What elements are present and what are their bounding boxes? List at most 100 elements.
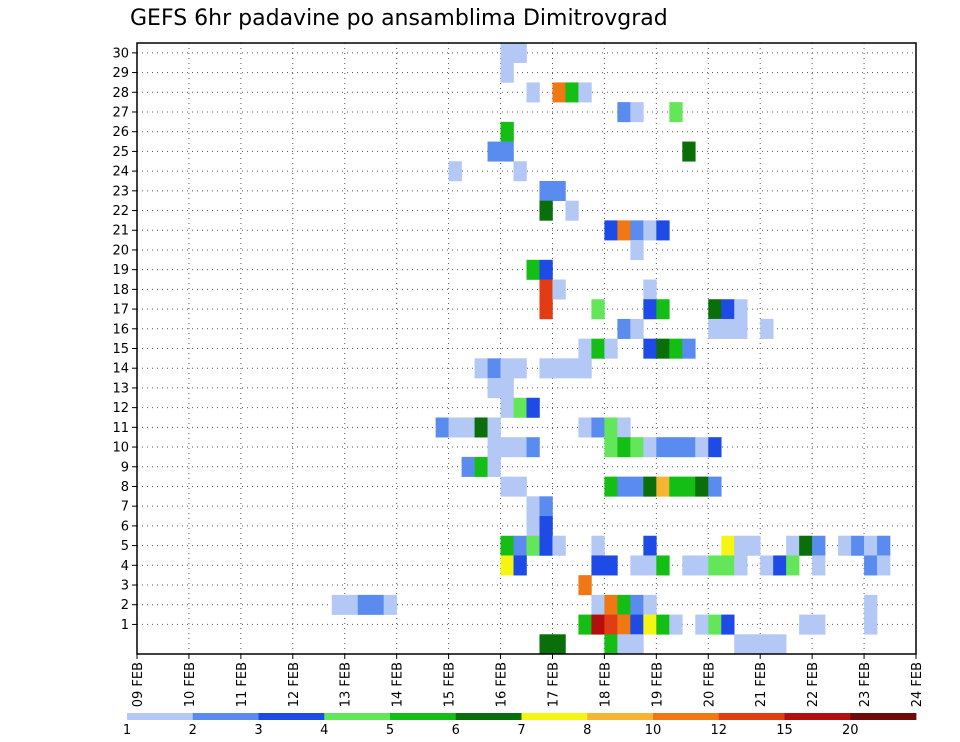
heatmap-cell: [617, 417, 631, 438]
legend-label: 20: [842, 723, 859, 738]
legend-label: 7: [517, 723, 525, 738]
heatmap-cell: [773, 634, 787, 655]
y-tick-label: 30: [112, 46, 129, 61]
heatmap-cell: [812, 614, 826, 635]
y-tick-label: 26: [112, 125, 129, 140]
heatmap-cell: [578, 575, 592, 596]
heatmap-cell: [474, 417, 488, 438]
heatmap-cell: [864, 594, 878, 615]
heatmap-cell: [591, 535, 605, 556]
heatmap-cell: [500, 535, 514, 556]
heatmap-cell: [578, 358, 592, 379]
heatmap-cell: [669, 476, 683, 497]
heatmap-cell: [435, 417, 449, 438]
heatmap-cell: [487, 141, 501, 162]
heatmap-cell: [708, 299, 722, 320]
x-tick-label: 09 FEB: [131, 662, 146, 707]
heatmap-cell: [500, 121, 514, 142]
heatmap-cell: [669, 338, 683, 359]
heatmap-cell: [643, 279, 657, 300]
heatmap-cell: [604, 220, 618, 241]
legend-label: 1: [123, 723, 131, 738]
heatmap-cell: [487, 378, 501, 399]
y-tick-label: 4: [121, 559, 129, 574]
heatmap-cell: [526, 437, 540, 458]
heatmap-cell: [604, 437, 618, 458]
heatmap-cell: [344, 594, 359, 615]
x-tick-label: 14 FEB: [391, 662, 406, 707]
heatmap-cell: [331, 594, 346, 615]
heatmap-cell: [630, 437, 644, 458]
heatmap-cell: [591, 338, 605, 359]
heatmap-cell: [604, 555, 618, 576]
heatmap-cell: [383, 594, 397, 615]
heatmap-cell: [500, 358, 514, 379]
x-tick-label: 15 FEB: [443, 662, 458, 707]
heatmap-cell: [617, 220, 631, 241]
heatmap-cell: [682, 555, 696, 576]
heatmap-cell: [747, 535, 761, 556]
heatmap-cell: [656, 299, 670, 320]
heatmap-cell: [513, 476, 527, 497]
heatmap-cell: [604, 417, 618, 438]
heatmap-cell: [656, 338, 670, 359]
heatmap-cell: [526, 535, 540, 556]
legend-swatch: [718, 713, 785, 720]
y-tick-label: 16: [112, 322, 129, 337]
heatmap-cell: [643, 614, 657, 635]
heatmap-cell: [461, 417, 475, 438]
legend-swatch: [521, 713, 588, 720]
heatmap-cell: [513, 555, 527, 576]
y-tick-label: 2: [121, 598, 129, 613]
y-tick-label: 23: [112, 184, 129, 199]
legend-label: 10: [645, 723, 662, 738]
y-tick-label: 22: [112, 204, 129, 219]
heatmap-cell: [864, 614, 878, 635]
heatmap-cell: [604, 476, 618, 497]
y-tick-label: 24: [112, 165, 129, 180]
heatmap-cell: [617, 318, 631, 339]
heatmap-cell: [526, 259, 540, 280]
heatmap-cell: [617, 476, 631, 497]
heatmap-cell: [604, 634, 618, 655]
heatmap-cell: [539, 259, 553, 280]
heatmap-cell: [552, 535, 566, 556]
heatmap-cell: [539, 279, 553, 300]
heatmap-cell: [695, 555, 709, 576]
legend-label: 5: [386, 723, 394, 738]
heatmap-cell: [656, 220, 670, 241]
heatmap-cell: [526, 496, 540, 517]
y-tick-label: 7: [121, 500, 129, 515]
heatmap-cell: [500, 555, 514, 576]
heatmap-cell: [526, 516, 540, 537]
heatmap-cell: [539, 358, 553, 379]
heatmap-cell: [513, 437, 527, 458]
heatmap-cell: [617, 634, 631, 655]
legend-swatch: [258, 713, 325, 720]
legend-swatch: [455, 713, 522, 720]
heatmap-cell: [604, 614, 618, 635]
heatmap-cell: [500, 378, 514, 399]
heatmap-cell: [487, 437, 501, 458]
heatmap-cell: [617, 437, 631, 458]
y-tick-label: 21: [112, 224, 129, 239]
legend-label: 3: [254, 723, 262, 738]
heatmap-cell: [513, 161, 527, 182]
y-tick-label: 14: [112, 362, 129, 377]
heatmap-cell: [617, 594, 631, 615]
x-tick-label: 10 FEB: [183, 662, 198, 707]
heatmap-cell: [760, 634, 774, 655]
heatmap-cell: [513, 397, 527, 418]
heatmap-cell: [643, 220, 657, 241]
heatmap-cell: [539, 299, 553, 320]
y-tick-label: 15: [112, 342, 129, 357]
legend-swatch: [850, 713, 917, 720]
heatmap-cell: [708, 555, 722, 576]
heatmap-cell: [591, 614, 605, 635]
heatmap-cell: [695, 614, 709, 635]
legend-swatch: [324, 713, 391, 720]
heatmap-cell: [734, 318, 748, 339]
legend-swatch: [127, 713, 194, 720]
x-tick-label: 17 FEB: [546, 662, 561, 707]
heatmap-cell: [643, 476, 657, 497]
